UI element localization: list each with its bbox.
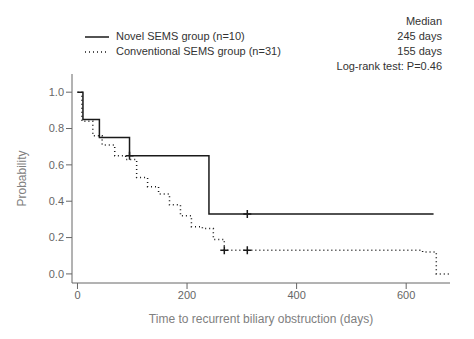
html-text:Novel SEMS group (n=10): Novel SEMS group (n=10) (116, 30, 245, 42)
html-text:Log-rank test: P=0.46: Log-rank test: P=0.46 (336, 60, 442, 72)
html-text:245 days: 245 days (397, 30, 442, 42)
svg-text:0.0: 0.0 (49, 268, 64, 280)
svg-text:0.6: 0.6 (49, 159, 64, 171)
svg-text:0.4: 0.4 (49, 195, 64, 207)
svg-text:0.2: 0.2 (49, 231, 64, 243)
svg-text:Probability: Probability (15, 150, 29, 206)
svg-text:400: 400 (287, 289, 305, 301)
html-text:Median: Median (405, 15, 442, 27)
html-text:Conventional SEMS group (n=31): Conventional SEMS group (n=31) (116, 45, 281, 57)
html-text:155 days: 155 days (397, 45, 442, 57)
svg-text:1.0: 1.0 (49, 86, 64, 98)
svg-text:200: 200 (178, 289, 196, 301)
svg-text:0.8: 0.8 (49, 122, 64, 134)
svg-text:600: 600 (397, 289, 415, 301)
svg-text:Time to recurrent biliary obst: Time to recurrent biliary obstruction (d… (149, 312, 373, 326)
svg-text:0: 0 (74, 289, 80, 301)
